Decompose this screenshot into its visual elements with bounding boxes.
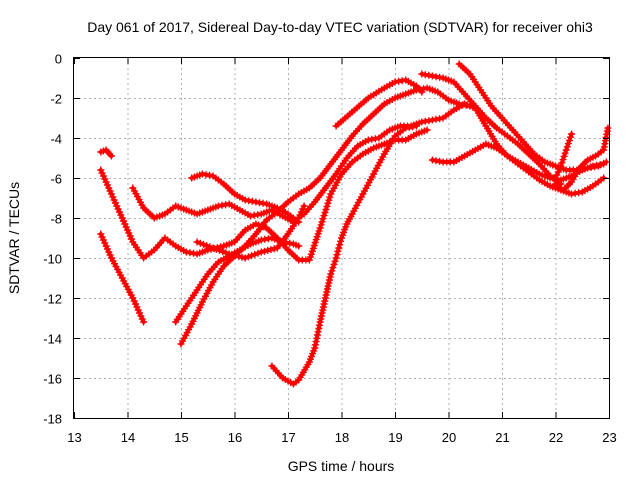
series-markers [97, 146, 115, 160]
series-markers [428, 140, 608, 198]
data-series [97, 60, 612, 388]
x-tick-label: 15 [174, 430, 188, 445]
series-markers [188, 170, 303, 226]
series-arc-8 [193, 202, 308, 262]
series-arc-1 [97, 146, 115, 160]
series-markers [97, 230, 148, 326]
y-tick-label: -6 [50, 172, 62, 187]
series-arc-13 [428, 140, 608, 198]
x-tick-label: 22 [549, 430, 563, 445]
y-tick-label: -14 [43, 332, 62, 347]
series-arc-9 [268, 122, 420, 388]
y-tick-label: -10 [43, 252, 62, 267]
series-markers [268, 122, 420, 388]
series-arc-14 [552, 124, 612, 194]
y-tick-label: -4 [50, 132, 62, 147]
x-tick-label: 21 [495, 430, 509, 445]
x-axis-label: GPS time / hours [288, 458, 395, 474]
y-tick-label: -2 [50, 92, 62, 107]
series-markers [552, 130, 575, 182]
series-arc-2 [97, 230, 148, 326]
series-markers [455, 60, 610, 174]
y-tick-labels: 0 -2 -4 -6 -8 -10 -12 -14 -16 -18 [43, 52, 62, 427]
series-arc-4 [129, 100, 608, 226]
x-tick-label: 16 [228, 430, 242, 445]
x-tick-label: 13 [67, 430, 81, 445]
series-arc-15 [552, 130, 575, 182]
series-markers [418, 70, 565, 188]
y-axis-label: SDTVAR / TECUs [6, 182, 22, 294]
plot-frame [73, 57, 610, 419]
series-markers [129, 100, 608, 226]
x-tick-label: 18 [335, 430, 349, 445]
y-tick-label: -18 [43, 412, 62, 427]
series-markers [193, 202, 308, 262]
x-tick-label: 23 [602, 430, 616, 445]
x-tick-label: 20 [442, 430, 456, 445]
series-arc-7 [188, 170, 303, 226]
series-markers [97, 126, 431, 264]
series-markers [332, 76, 426, 130]
series-markers [177, 84, 474, 348]
series-arc-11 [418, 70, 565, 188]
x-tick-labels: 13 14 15 16 17 18 19 20 21 22 23 [67, 430, 616, 445]
series-arc-12 [455, 60, 610, 174]
x-tick-label: 17 [281, 430, 295, 445]
y-tick-label: -16 [43, 372, 62, 387]
x-tick-label: 14 [121, 430, 135, 445]
x-tick-label: 19 [388, 430, 402, 445]
axis-ticks [74, 58, 610, 419]
series-arc-10 [332, 76, 426, 130]
series-trace [334, 78, 424, 128]
y-tick-label: -12 [43, 292, 62, 307]
y-tick-label: -8 [50, 212, 62, 227]
series-arc-3 [97, 126, 431, 264]
chart-title: Day 061 of 2017, Sidereal Day-to-day VTE… [87, 19, 593, 35]
y-tick-label: 0 [55, 52, 62, 67]
series-markers [552, 124, 612, 194]
